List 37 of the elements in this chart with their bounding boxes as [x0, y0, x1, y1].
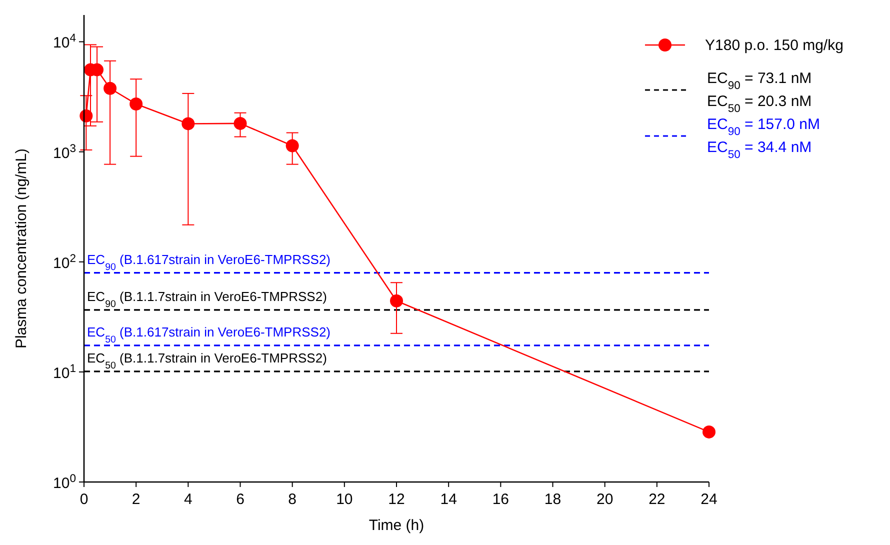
annotation: EC$_{50}$ = 20.3 nM	[707, 93, 812, 115]
x-tick-label: 16	[492, 491, 510, 508]
point	[80, 109, 93, 122]
y-tick-label: 10$^{0}$	[53, 473, 76, 492]
x-tick-label: 10	[336, 491, 353, 508]
y-tick-label: 10$^{4}$	[53, 32, 76, 52]
annotation: EC$_{90}$ = 73.1 nM	[707, 70, 812, 92]
ref-line-label: EC$_{50}$ (B.1.1.7strain in VeroE6-TMPRSS2)	[87, 350, 327, 371]
x-tick-label: 14	[440, 491, 457, 508]
x-tick-label: 4	[184, 491, 192, 508]
x-tick-label: 18	[544, 491, 562, 508]
point	[390, 294, 403, 308]
x-tick-label: 2	[132, 491, 140, 508]
x-tick-label: 22	[648, 491, 666, 508]
y-axis-title: Plasma concentration (ng/mL)	[13, 148, 30, 349]
point	[702, 425, 716, 438]
ref-line-label: EC$_{90}$ (B.1.1.7strain in VeroE6-TMPRSS2)	[87, 288, 327, 310]
annotation: EC$_{50}$ = 34.4 nM	[707, 139, 812, 161]
point	[234, 116, 247, 130]
ref-line-label: EC$_{50}$ (B.1.617strain in VeroE6-TMPRSS2)	[87, 324, 331, 345]
x-tick-label: 24	[700, 491, 718, 508]
y-tick-label: 10$^{3}$	[53, 142, 76, 162]
point	[104, 82, 117, 95]
x-tick-label: 8	[288, 491, 297, 508]
x-tick-label: 0	[80, 491, 88, 508]
x-tick-label: 12	[388, 491, 405, 508]
y-tick-label: 10$^{2}$	[53, 252, 76, 272]
x-axis-title: Time (h)	[368, 517, 424, 534]
x-tick-label: 6	[236, 491, 244, 508]
ref-line-label: EC$_{90}$ (B.1.617strain in VeroE6-TMPRSS2)	[87, 252, 331, 272]
point	[130, 97, 143, 110]
point	[182, 117, 195, 130]
x-tick-label: 20	[596, 491, 614, 508]
annotation: EC$_{90}$ = 157.0 nM	[707, 116, 820, 138]
legend-label: Y180 p.o. 150 mg/kg	[705, 37, 844, 54]
point	[286, 139, 299, 152]
y-tick-label: 10$^{1}$	[53, 362, 76, 382]
